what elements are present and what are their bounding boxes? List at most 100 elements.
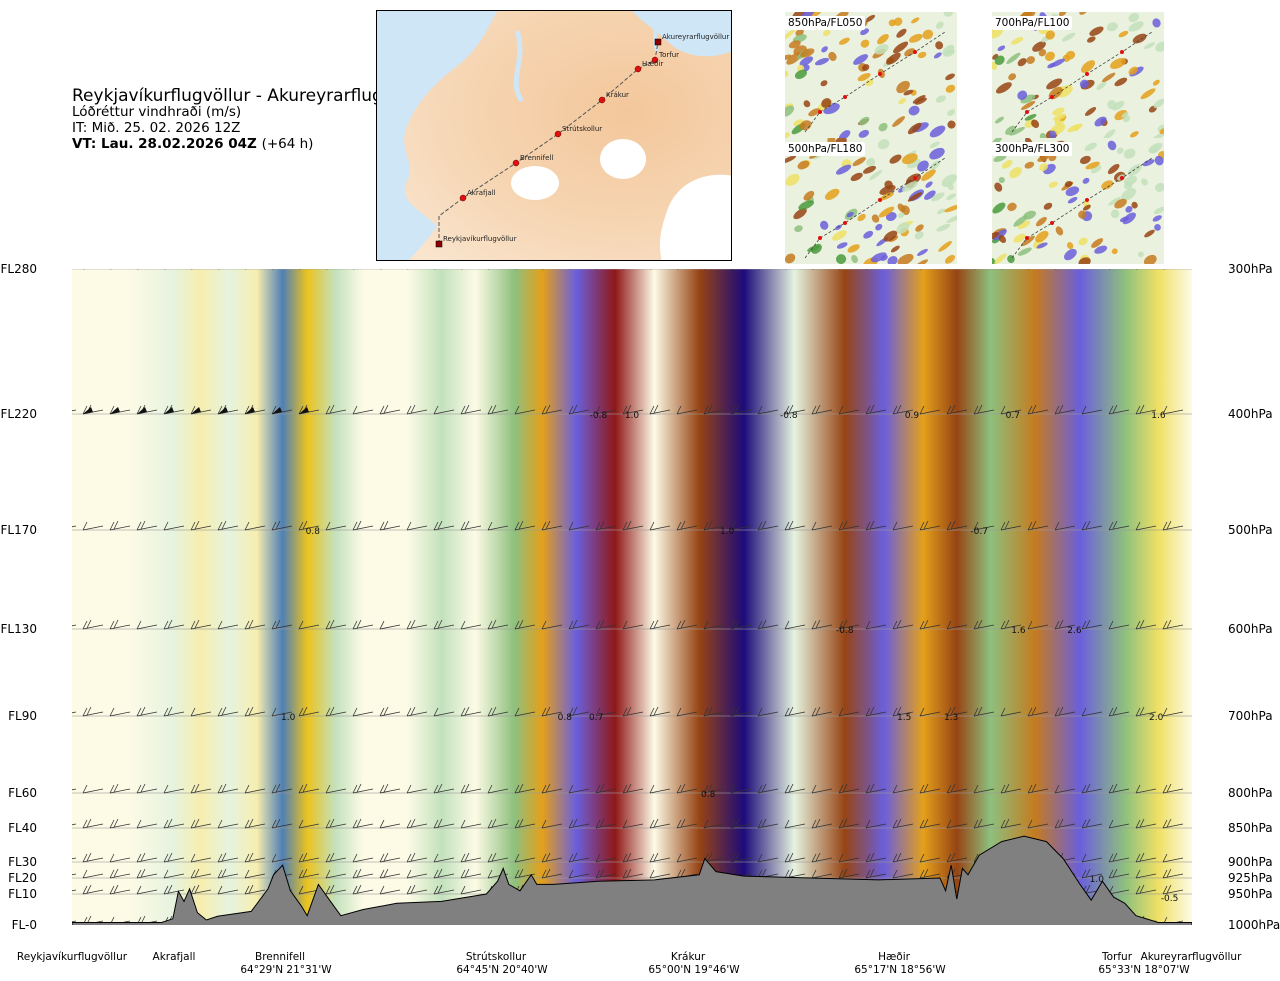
wind-barb [1081, 818, 1103, 829]
wind-barb [109, 884, 131, 895]
thumb-850[interactable]: 850hPa/FL050 [785, 12, 957, 138]
wind-barb [838, 520, 860, 531]
wind-barb [406, 869, 428, 879]
wind-barb [82, 784, 104, 794]
value-label: 0.7 [1006, 411, 1020, 421]
right-axis-label: 900hPa [1228, 855, 1273, 869]
wind-barb [703, 706, 725, 717]
wind-barb [703, 520, 725, 531]
wind-barb [325, 869, 347, 879]
wind-barb [1108, 868, 1130, 879]
left-axis-label: FL130 [1, 622, 38, 636]
wind-barb [433, 868, 455, 879]
wind-barb [1135, 884, 1157, 895]
wind-barb [109, 707, 131, 717]
wind-barb [1081, 405, 1103, 415]
x-tick-label: Akureyrarflugvöllur [1141, 951, 1242, 963]
wind-barb [514, 619, 536, 630]
wind-barb [1135, 784, 1157, 794]
station-label: Krákur [606, 91, 629, 99]
wind-barb [919, 405, 941, 415]
wind-barb [838, 405, 860, 415]
station-marker [598, 96, 606, 104]
wind-barb [947, 269, 950, 270]
thumb-label: 700hPa/FL100 [992, 16, 1073, 30]
wind-barb [109, 868, 131, 879]
wind-barb [298, 852, 320, 863]
wind-barb [82, 818, 104, 829]
wind-barb [649, 784, 671, 794]
wind-barb [406, 852, 428, 863]
wind-barb [352, 707, 374, 717]
wind-barb [730, 619, 752, 630]
wind-barb [352, 884, 374, 895]
wind-barb [1135, 521, 1157, 531]
wind-barb [757, 707, 779, 717]
wind-barb [838, 707, 860, 717]
wind-barb [406, 784, 428, 794]
x-tick-label: Hæðir [878, 951, 911, 963]
wind-barb [623, 269, 626, 270]
wind-barb [163, 784, 185, 794]
wind-barb [1000, 405, 1022, 415]
wind-barb [271, 853, 293, 863]
thumb-300[interactable]: 300hPa/FL300 [992, 138, 1164, 264]
wind-barb [595, 405, 617, 415]
wind-barb [163, 521, 185, 531]
wind-barb [1162, 405, 1184, 415]
wind-barb [298, 868, 320, 879]
wind-barb [703, 620, 725, 630]
wind-barb [622, 706, 644, 717]
wind-barb [298, 783, 320, 794]
wind-barb [1108, 706, 1130, 717]
wind-barb [379, 819, 401, 829]
wind-barb [865, 852, 887, 863]
left-axis: FL280 FL220 FL170 FL130 FL90 FL60 FL40 FL30 FL20… [1, 262, 38, 932]
wind-barb [919, 818, 941, 829]
value-label: 1.0 [625, 411, 640, 421]
wind-barb [82, 884, 104, 895]
station-marker [634, 65, 642, 73]
right-axis-label: 925hPa [1228, 871, 1273, 885]
wind-barb [217, 706, 239, 717]
wind-barb [514, 405, 536, 415]
wind-barb [109, 619, 131, 630]
wind-barb [704, 269, 707, 270]
wind-barb [487, 521, 509, 531]
wind-barb [109, 853, 131, 863]
value-label: 1.0 [1090, 875, 1105, 885]
value-label: 0.8 [701, 790, 716, 800]
value-label: -0.8 [590, 411, 608, 421]
right-axis-label: 850hPa [1228, 821, 1273, 835]
wind-barb [271, 520, 293, 531]
wind-barb [1108, 404, 1130, 415]
wind-barb [973, 404, 995, 415]
right-axis: 300hPa 400hPa 500hPa 600hPa 700hPa 800hPa 850h… [1228, 262, 1280, 932]
issue-time: IT: Mið. 25. 02. 2026 12Z [72, 120, 241, 136]
right-axis-label: 400hPa [1228, 407, 1273, 421]
route-line [1011, 157, 1153, 259]
wind-barb [379, 520, 401, 531]
wind-barb [595, 853, 617, 863]
route-map: Akureyrarflugvöllur Torfur Hæðir Krákur Strú… [376, 10, 732, 261]
value-label: 1.6 [1151, 411, 1166, 421]
wind-barb [244, 619, 266, 630]
wind-barb [865, 783, 887, 794]
wind-barb [244, 884, 266, 895]
wind-barb [136, 819, 158, 829]
wind-barb [217, 404, 239, 415]
value-label: 0.8 [306, 527, 321, 537]
wind-barb [190, 520, 212, 531]
wind-barb [190, 783, 212, 794]
wind-barb [892, 869, 914, 879]
wind-barb [244, 404, 266, 415]
wind-barb [325, 521, 347, 531]
wind-barb [379, 706, 401, 717]
wind-barb [785, 269, 788, 270]
thumb-700[interactable]: 700hPa/FL100 [992, 12, 1164, 138]
wind-barb [1028, 269, 1031, 270]
fjord [513, 30, 525, 103]
wind-barb [244, 818, 266, 829]
thumb-500[interactable]: 500hPa/FL180 [785, 138, 957, 264]
wind-barb [542, 269, 545, 270]
